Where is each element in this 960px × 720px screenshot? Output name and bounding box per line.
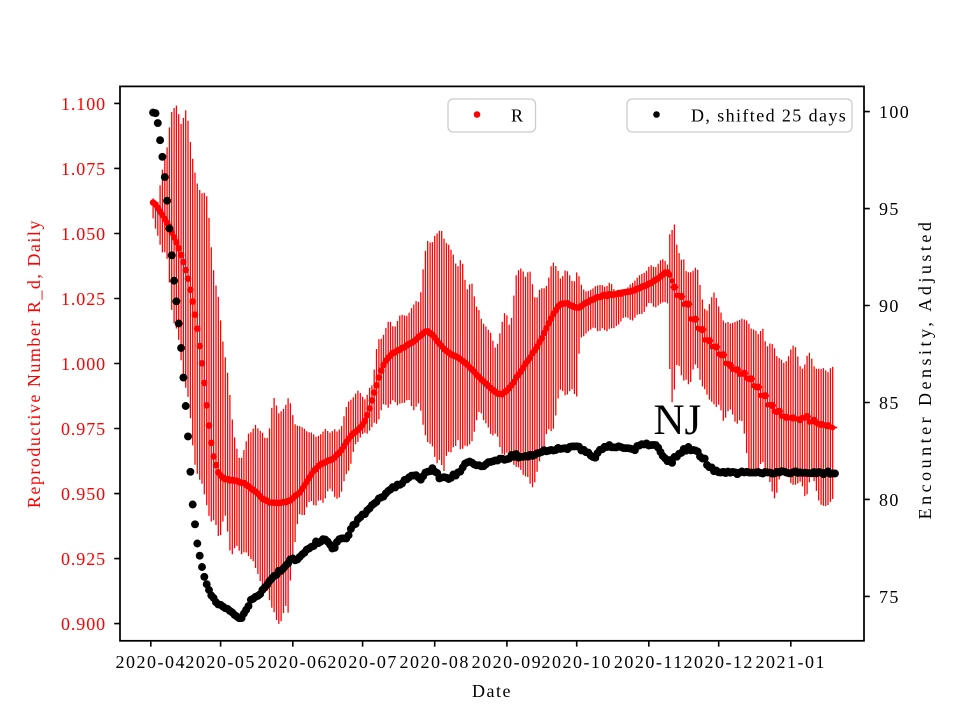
svg-text:Date: Date: [472, 681, 512, 701]
svg-text:2020-05: 2020-05: [185, 652, 256, 672]
svg-text:D, shifted 25 days: D, shifted 25 days: [691, 106, 847, 126]
svg-text:100: 100: [879, 102, 910, 122]
svg-text:1.050: 1.050: [61, 224, 106, 244]
svg-text:0.900: 0.900: [61, 614, 106, 634]
svg-text:2020-06: 2020-06: [258, 652, 329, 672]
svg-text:Encounter Density, Adjusted: Encounter Density, Adjusted: [915, 219, 935, 520]
svg-text:2020-12: 2020-12: [683, 652, 754, 672]
svg-text:R: R: [511, 106, 523, 126]
svg-text:75: 75: [879, 587, 900, 607]
svg-text:0.975: 0.975: [61, 419, 106, 439]
svg-text:95: 95: [879, 199, 900, 219]
svg-text:2020-09: 2020-09: [472, 652, 543, 672]
svg-text:1.000: 1.000: [61, 354, 106, 374]
svg-text:2020-08: 2020-08: [399, 652, 470, 672]
svg-text:2021-01: 2021-01: [756, 652, 827, 672]
svg-text:0.925: 0.925: [61, 549, 106, 569]
svg-text:1.075: 1.075: [61, 159, 106, 179]
svg-text:2020-10: 2020-10: [541, 652, 612, 672]
svg-text:85: 85: [879, 393, 900, 413]
svg-text:2020-07: 2020-07: [327, 652, 398, 672]
svg-text:Reproductive Number R_d, Daily: Reproductive Number R_d, Daily: [24, 219, 44, 508]
svg-text:NJ: NJ: [654, 397, 702, 444]
svg-text:0.950: 0.950: [61, 484, 106, 504]
svg-text:1.025: 1.025: [61, 289, 106, 309]
svg-text:2020-04: 2020-04: [116, 652, 187, 672]
svg-text:80: 80: [879, 490, 900, 510]
svg-text:90: 90: [879, 296, 900, 316]
svg-text:1.100: 1.100: [61, 94, 106, 114]
svg-text:2020-11: 2020-11: [614, 652, 684, 672]
